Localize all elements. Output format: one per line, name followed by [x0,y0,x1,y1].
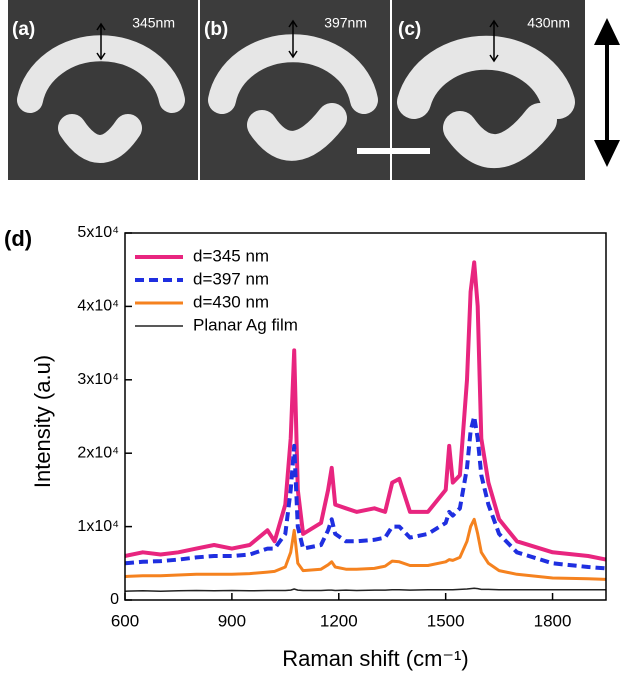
series-line [124,587,606,592]
y-tick-label: 5x10⁴ [77,224,119,241]
sem-images [8,0,620,180]
legend-label: d=397 nm [193,269,269,288]
size-label: 430nm [527,15,570,31]
chart: (d) 0 1x10⁴ 2x10⁴ 3x10⁴ 4x10⁴ 5x10⁴ 600 900 1200 1… [4,224,607,671]
series-line [124,517,607,581]
y-tick-label: 4x10⁴ [77,298,119,315]
x-tick-label: 900 [218,611,246,630]
y-tick-label: 1x10⁴ [77,518,119,535]
series-line [124,260,607,562]
y-tick-label: 0 [110,591,119,608]
legend-label: d=345 nm [193,246,269,265]
legend-label: d=430 nm [193,292,269,311]
x-tick-label: 1800 [534,611,572,630]
panel-label: (d) [4,226,32,251]
panel-label: (b) [204,19,228,40]
polarization-arrow [594,18,620,167]
plot-frame [124,232,607,601]
x-axis-label: Raman shift (cm⁻¹) [282,646,468,671]
panel-label: (c) [398,19,421,40]
size-label: 397nm [324,15,367,31]
x-tick-label: 600 [111,611,139,630]
width-markers [96,19,499,63]
y-tick-label: 3x10⁴ [77,371,119,388]
panel-label: (a) [12,19,35,40]
legend-label: Planar Ag film [193,315,298,334]
x-tick-label: 1500 [427,611,465,630]
size-label: 345nm [132,15,175,31]
nanostructures [17,34,575,169]
y-tick-label: 2x10⁴ [77,444,119,461]
y-axis-label: Intensity (a.u) [30,355,55,488]
x-tick-label: 1200 [320,611,358,630]
series-line [124,414,607,571]
scale-bar [357,148,430,154]
